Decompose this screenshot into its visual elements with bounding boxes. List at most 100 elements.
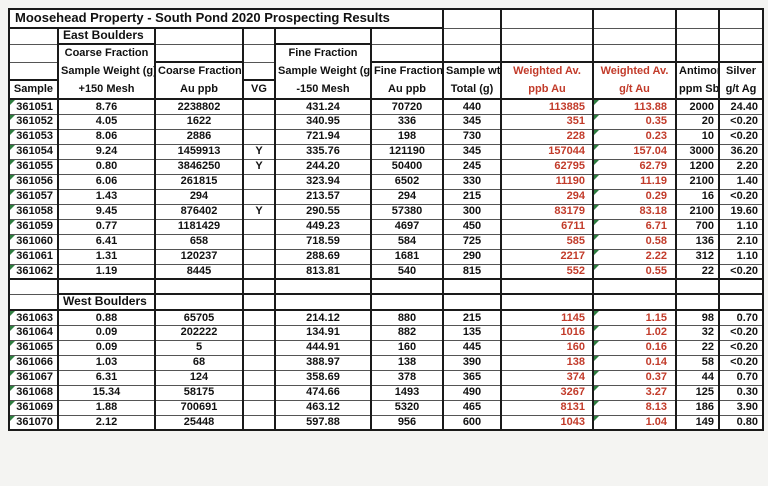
cell-vg[interactable]	[242, 369, 276, 386]
cell-wav_gt[interactable]: 1.04	[592, 414, 677, 431]
cell-fine_wt[interactable]: 323.94	[274, 173, 372, 190]
cell-vg[interactable]	[242, 98, 276, 115]
section-label-east[interactable]: East Boulders	[57, 27, 156, 45]
col-header-ppb-au[interactable]: ppb Au	[500, 80, 594, 100]
cell-ag[interactable]: 19.60	[718, 203, 764, 220]
cell-total_wt[interactable]: 215	[442, 309, 502, 326]
cell-ag[interactable]: 1.10	[718, 218, 764, 235]
cell-total_wt[interactable]: 345	[442, 143, 502, 160]
col-header-fine-auppb[interactable]: Au ppb	[370, 80, 444, 100]
cell-sample[interactable]: 361068	[8, 384, 59, 401]
empty-cell[interactable]	[274, 293, 372, 311]
cell-coarse_wt[interactable]: 1.43	[57, 188, 156, 205]
cell-vg[interactable]	[242, 248, 276, 265]
cell-coarse_au[interactable]: 2238802	[154, 98, 244, 115]
cell-wav_gt[interactable]: 0.58	[592, 233, 677, 250]
cell-total_wt[interactable]: 815	[442, 263, 502, 280]
cell-wav_gt[interactable]: 6.71	[592, 218, 677, 235]
col-header-weighted-ppb[interactable]: Weighted Av.	[500, 61, 594, 80]
cell-ag[interactable]: <0.20	[718, 113, 764, 130]
empty-cell[interactable]	[675, 293, 720, 311]
cell-sb[interactable]: 22	[675, 263, 720, 280]
cell-coarse_au[interactable]: 876402	[154, 203, 244, 220]
cell-wav_ppb[interactable]: 11190	[500, 173, 594, 190]
cell-coarse_au[interactable]: 202222	[154, 324, 244, 341]
cell-coarse_au[interactable]: 658	[154, 233, 244, 250]
cell-ag[interactable]: 1.10	[718, 248, 764, 265]
cell-wav_ppb[interactable]: 160	[500, 339, 594, 356]
cell-wav_gt[interactable]: 3.27	[592, 384, 677, 401]
cell-wav_gt[interactable]: 0.29	[592, 188, 677, 205]
cell-coarse_wt[interactable]: 6.41	[57, 233, 156, 250]
cell-wav_gt[interactable]: 113.88	[592, 98, 677, 115]
cell-sb[interactable]: 149	[675, 414, 720, 431]
cell-fine_au[interactable]: 4697	[370, 218, 444, 235]
cell-fine_au[interactable]: 1493	[370, 384, 444, 401]
cell-total_wt[interactable]: 465	[442, 399, 502, 416]
cell-wav_ppb[interactable]: 113885	[500, 98, 594, 115]
cell-wav_gt[interactable]: 0.16	[592, 339, 677, 356]
cell-coarse_au[interactable]: 5	[154, 339, 244, 356]
cell-total_wt[interactable]: 135	[442, 324, 502, 341]
cell-sb[interactable]: 186	[675, 399, 720, 416]
cell-coarse_au[interactable]: 1459913	[154, 143, 244, 160]
cell-coarse_au[interactable]: 68	[154, 354, 244, 371]
col-header-coarse-auppb[interactable]: Au ppb	[154, 80, 244, 100]
cell-coarse_wt[interactable]: 6.06	[57, 173, 156, 190]
cell-fine_au[interactable]: 50400	[370, 158, 444, 175]
cell-fine_au[interactable]: 121190	[370, 143, 444, 160]
cell-sb[interactable]: 32	[675, 324, 720, 341]
cell-sample[interactable]: 361057	[8, 188, 59, 205]
empty-cell[interactable]	[154, 43, 244, 63]
col-header-weighted-gt[interactable]: Weighted Av.	[592, 61, 677, 80]
empty-cell[interactable]	[154, 278, 244, 295]
cell-sample[interactable]: 361054	[8, 143, 59, 160]
cell-ag[interactable]: <0.20	[718, 354, 764, 371]
cell-coarse_au[interactable]: 2886	[154, 128, 244, 145]
cell-ag[interactable]: 36.20	[718, 143, 764, 160]
empty-cell[interactable]	[274, 27, 372, 45]
cell-wav_gt[interactable]: 11.19	[592, 173, 677, 190]
cell-ag[interactable]: 1.40	[718, 173, 764, 190]
cell-sample[interactable]: 361053	[8, 128, 59, 145]
cell-fine_wt[interactable]: 290.55	[274, 203, 372, 220]
cell-vg[interactable]	[242, 173, 276, 190]
empty-cell[interactable]	[8, 293, 59, 311]
cell-sample[interactable]: 361051	[8, 98, 59, 115]
cell-fine_au[interactable]: 880	[370, 309, 444, 326]
cell-wav_gt[interactable]: 0.37	[592, 369, 677, 386]
cell-sb[interactable]: 2100	[675, 173, 720, 190]
cell-coarse_wt[interactable]: 0.77	[57, 218, 156, 235]
col-header-coarse-fraction[interactable]: Coarse Fraction	[57, 43, 156, 62]
cell-wav_gt[interactable]: 0.55	[592, 263, 677, 280]
cell-fine_au[interactable]: 336	[370, 113, 444, 130]
cell-wav_ppb[interactable]: 374	[500, 369, 594, 386]
cell-fine_wt[interactable]: 813.81	[274, 263, 372, 280]
cell-total_wt[interactable]: 390	[442, 354, 502, 371]
cell-fine_au[interactable]: 160	[370, 339, 444, 356]
cell-coarse_wt[interactable]: 2.12	[57, 414, 156, 431]
cell-fine_au[interactable]: 6502	[370, 173, 444, 190]
cell-sample[interactable]: 361063	[8, 309, 59, 326]
empty-cell[interactable]	[442, 8, 502, 29]
cell-coarse_au[interactable]: 1622	[154, 113, 244, 130]
cell-fine_au[interactable]: 378	[370, 369, 444, 386]
empty-cell[interactable]	[718, 8, 764, 29]
cell-fine_au[interactable]: 294	[370, 188, 444, 205]
cell-sample[interactable]: 361067	[8, 369, 59, 386]
cell-sb[interactable]: 136	[675, 233, 720, 250]
col-header-plus150[interactable]: +150 Mesh	[57, 80, 156, 100]
cell-vg[interactable]	[242, 339, 276, 356]
cell-coarse_wt[interactable]: 0.09	[57, 339, 156, 356]
cell-vg[interactable]	[242, 354, 276, 371]
cell-total_wt[interactable]: 215	[442, 188, 502, 205]
cell-coarse_au[interactable]: 25448	[154, 414, 244, 431]
cell-fine_au[interactable]: 882	[370, 324, 444, 341]
cell-sample[interactable]: 361070	[8, 414, 59, 431]
cell-wav_ppb[interactable]: 552	[500, 263, 594, 280]
cell-fine_au[interactable]: 70720	[370, 98, 444, 115]
cell-coarse_wt[interactable]: 1.19	[57, 263, 156, 280]
cell-sb[interactable]: 20	[675, 113, 720, 130]
cell-coarse_wt[interactable]: 0.09	[57, 324, 156, 341]
cell-sample[interactable]: 361060	[8, 233, 59, 250]
